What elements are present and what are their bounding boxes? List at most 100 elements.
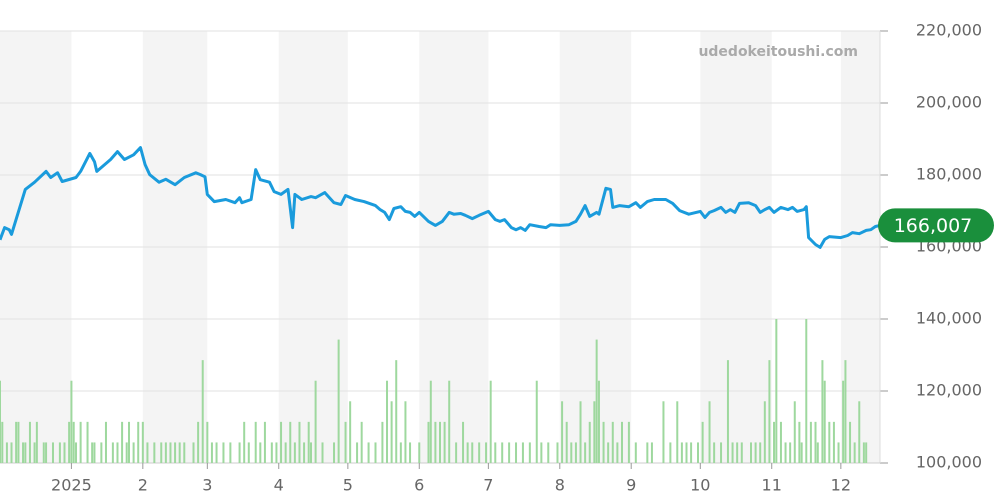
volume-bar: [455, 442, 458, 463]
volume-bar: [862, 442, 865, 463]
volume-bar: [381, 421, 384, 463]
volume-bar: [153, 442, 156, 463]
volume-bar: [333, 442, 336, 463]
volume-bar: [784, 442, 787, 463]
volume-bar: [307, 421, 310, 463]
volume-bar: [222, 442, 225, 463]
watermark: udedokeitoushi.com: [698, 44, 858, 60]
volume-bar: [17, 421, 20, 463]
volume-bar: [164, 442, 167, 463]
volume-bar: [280, 421, 283, 463]
volume-bar: [736, 442, 739, 463]
y-tick-label: 120,000: [916, 381, 982, 400]
volume-bar: [816, 442, 819, 463]
volume-bar: [86, 421, 89, 463]
volume-bar: [183, 442, 186, 463]
volume-bar: [429, 380, 432, 463]
volume-bar: [708, 401, 711, 463]
volume-bar: [443, 421, 446, 463]
volume-bar: [570, 442, 573, 463]
x-tick-label: 12: [831, 476, 851, 495]
volume-bar: [192, 442, 195, 463]
volume-bar: [616, 442, 619, 463]
volume-bar: [793, 401, 796, 463]
volume-bar: [210, 442, 213, 463]
volume-bar: [602, 421, 605, 463]
x-tick-label: 6: [414, 476, 424, 495]
x-tick-label: 7: [483, 476, 493, 495]
volume-bar: [293, 442, 296, 463]
volume-bar: [754, 442, 757, 463]
volume-bar: [197, 421, 200, 463]
volume-bar: [247, 442, 250, 463]
volume-bar: [466, 442, 469, 463]
volume-bar: [556, 442, 559, 463]
volume-bar: [79, 421, 82, 463]
volume-bar: [574, 442, 577, 463]
volume-bar: [349, 401, 352, 463]
volume-bar: [367, 442, 370, 463]
volume-bar: [697, 442, 700, 463]
volume-bar: [404, 401, 407, 463]
volume-bar: [35, 421, 38, 463]
volume-bar: [45, 442, 48, 463]
volume-bar: [837, 442, 840, 463]
volume-bar: [593, 401, 596, 463]
volume-bar: [858, 401, 861, 463]
volume-bar: [844, 360, 847, 463]
volume-bar: [789, 442, 792, 463]
volume-bar: [418, 442, 421, 463]
volume-bar: [646, 442, 649, 463]
volume-bar: [494, 442, 497, 463]
volume-bar: [289, 421, 292, 463]
volume-bar: [775, 319, 778, 463]
volume-bar: [607, 442, 610, 463]
volume-bar: [10, 442, 13, 463]
volume-bar: [726, 360, 729, 463]
last-value-badge: [878, 208, 994, 243]
volume-bar: [565, 421, 568, 463]
volume-bar: [515, 442, 518, 463]
volume-bar: [395, 360, 398, 463]
volume-bar: [125, 442, 128, 463]
volume-bar: [805, 319, 808, 463]
volume-bar: [111, 442, 114, 463]
volume-bar: [597, 380, 600, 463]
x-tick-label: 8: [555, 476, 565, 495]
volume-bar: [588, 421, 591, 463]
volume-bar: [309, 442, 312, 463]
x-tick-label: 4: [274, 476, 284, 495]
x-tick-label: 5: [343, 476, 353, 495]
volume-bar: [759, 442, 762, 463]
volume-bar: [828, 421, 831, 463]
volume-bar: [409, 442, 412, 463]
volume-bar: [160, 442, 163, 463]
volume-bar: [0, 380, 1, 463]
volume-bar: [650, 442, 653, 463]
x-tick-label: 2025: [51, 476, 92, 495]
volume-bar: [70, 380, 73, 463]
volume-bar: [298, 421, 301, 463]
volume-bar: [314, 380, 317, 463]
volume-bar: [344, 421, 347, 463]
volume-bar: [720, 442, 723, 463]
volume-bar: [229, 442, 232, 463]
volume-bar: [448, 380, 451, 463]
volume-bar: [508, 442, 511, 463]
volume-bar: [865, 442, 868, 463]
volume-bar: [206, 421, 209, 463]
volume-bar: [128, 421, 131, 463]
volume-bar: [620, 421, 623, 463]
volume-bar: [104, 421, 107, 463]
volume-bar: [238, 442, 241, 463]
volume-bar: [669, 442, 672, 463]
volume-bar: [215, 442, 218, 463]
volume-bar: [434, 421, 437, 463]
volume-bar: [386, 380, 389, 463]
volume-bar: [399, 442, 402, 463]
volume-bar: [768, 360, 771, 463]
volume-bar: [842, 380, 845, 463]
volume-bar: [809, 421, 812, 463]
volume-bar: [535, 380, 538, 463]
